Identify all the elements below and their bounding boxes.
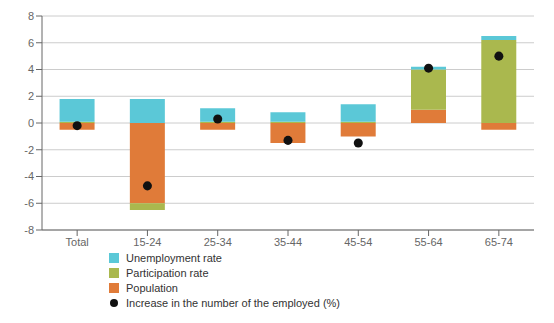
svg-text:4: 4 (28, 63, 34, 75)
svg-text:35-44: 35-44 (274, 236, 302, 248)
svg-text:8: 8 (28, 10, 34, 22)
svg-text:15-24: 15-24 (133, 236, 161, 248)
svg-text:6: 6 (28, 37, 34, 49)
svg-text:-2: -2 (24, 144, 34, 156)
svg-text:-8: -8 (24, 224, 34, 236)
html-text:Participation rate: Participation rate (126, 267, 209, 279)
svg-text:25-34: 25-34 (204, 236, 232, 248)
svg-text:Total: Total (66, 236, 89, 248)
svg-text:45-54: 45-54 (344, 236, 372, 248)
svg-text:-4: -4 (24, 170, 34, 182)
svg-text:0: 0 (28, 117, 34, 129)
html-text:Unemployment rate: Unemployment rate (126, 252, 222, 264)
html-text:Increase in the number of the: Increase in the number of the employed (… (126, 297, 340, 309)
svg-text:-6: -6 (24, 197, 34, 209)
svg-text:2: 2 (28, 90, 34, 102)
svg-text:55-64: 55-64 (415, 236, 443, 248)
svg-text:65-74: 65-74 (485, 236, 513, 248)
html-text:Population: Population (126, 282, 178, 294)
